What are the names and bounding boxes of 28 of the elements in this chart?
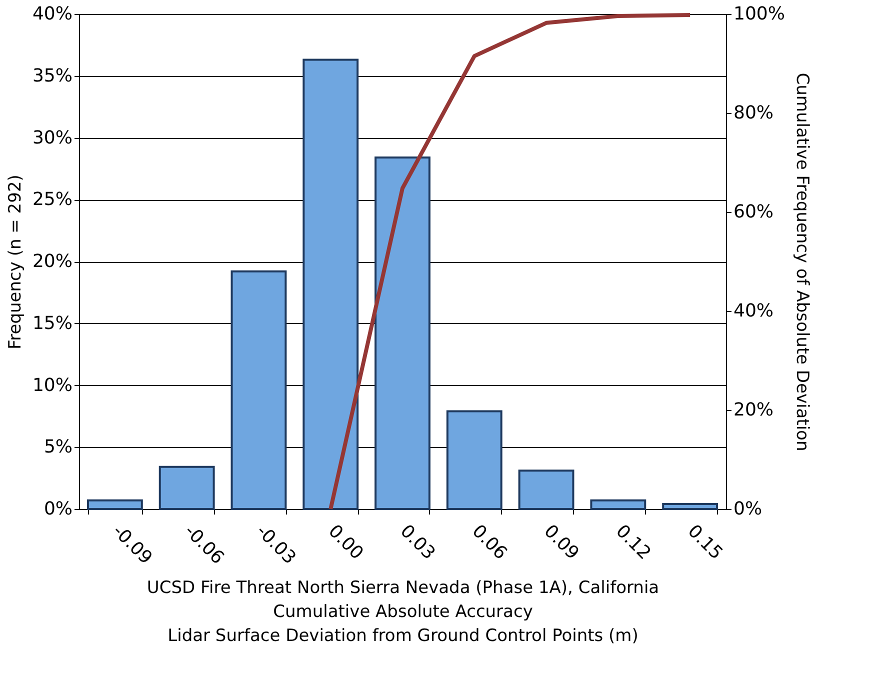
y-tick-label: 30% bbox=[32, 127, 72, 148]
y-tick-label: 25% bbox=[32, 189, 72, 210]
bar bbox=[230, 270, 287, 510]
y2-tick-label: 20% bbox=[734, 400, 774, 420]
x-axis-title: UCSD Fire Threat North Sierra Nevada (Phase 1A), California Cumulative Absolute Accuracy Lidar Surface Deviation from Ground Control Points (m) bbox=[146, 578, 660, 646]
y-tick-label: 40% bbox=[32, 4, 72, 24]
y2-tick-label: 40% bbox=[734, 300, 774, 322]
y2-tick-label: 100% bbox=[734, 4, 785, 24]
bar bbox=[662, 503, 718, 510]
y-tick-label: 20% bbox=[32, 251, 72, 272]
bar bbox=[446, 410, 502, 510]
y-tick-label: 10% bbox=[32, 374, 72, 396]
y-tick-label: 0% bbox=[44, 498, 72, 520]
y-tick-label: 5% bbox=[44, 436, 72, 458]
bar bbox=[302, 58, 359, 510]
y-axis-title: Frequency (n = 292) bbox=[5, 174, 26, 350]
bar bbox=[158, 466, 215, 510]
line-series bbox=[328, 12, 692, 511]
y2-tick-label: 80% bbox=[734, 102, 774, 124]
y-tick-label: 35% bbox=[32, 65, 72, 86]
bar bbox=[590, 499, 646, 510]
y2-tick-label: 0% bbox=[734, 498, 762, 520]
bar bbox=[86, 499, 143, 510]
y2-axis-title: Cumulative Frequency of Absolute Deviation bbox=[792, 72, 812, 452]
bar bbox=[518, 470, 574, 510]
bar bbox=[374, 156, 430, 510]
y-tick-label: 15% bbox=[32, 312, 72, 334]
y2-tick-label: 60% bbox=[734, 202, 774, 222]
